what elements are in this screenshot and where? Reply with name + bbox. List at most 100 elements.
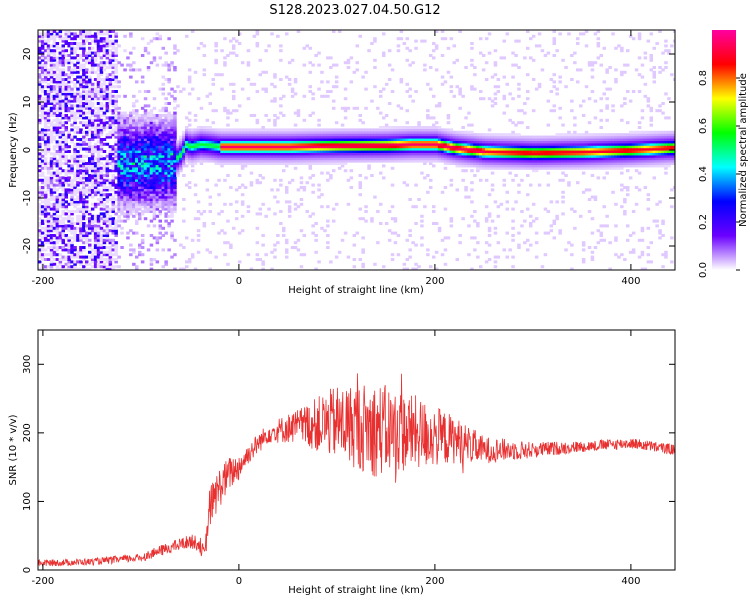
spectrogram-cell [61, 56, 65, 60]
spectrogram-cell [311, 97, 315, 101]
spectrogram-cell [76, 54, 80, 57]
spectrogram-cell [235, 188, 239, 192]
spectrogram-cell [61, 202, 65, 206]
spectrogram-cell [146, 154, 151, 158]
spectrogram-cell [346, 106, 351, 110]
spectrogram-cell [55, 248, 60, 252]
spectrogram-cell [52, 130, 57, 134]
spectrogram-cell [376, 145, 380, 149]
spectrogram-cell [323, 130, 327, 134]
spectrogram-cell [152, 145, 157, 149]
spectrogram-cell [267, 145, 271, 149]
spectrogram-cell [73, 63, 77, 67]
spectrogram-cell [299, 150, 304, 153]
spectrogram-cell [334, 135, 339, 139]
spectrogram-cell [367, 140, 371, 144]
spectrogram-cell [452, 61, 456, 65]
spectrogram-cell [105, 169, 110, 173]
spectrogram-cell [167, 222, 171, 225]
spectrogram-cell [102, 78, 107, 81]
spectrogram-cell [58, 111, 63, 115]
spectrogram-cell [187, 140, 192, 144]
spectrogram-cell [46, 200, 51, 204]
spectrogram-cell [152, 147, 157, 151]
spectrogram-cell [64, 37, 68, 41]
spectrogram-cell [314, 157, 318, 161]
spectrogram-cell [64, 30, 68, 33]
spectrogram-cell [49, 224, 54, 228]
spectrogram-cell [264, 70, 268, 74]
spectrogram-cell [182, 145, 186, 149]
spectrogram-cell [38, 255, 42, 259]
spectrogram-cell [332, 157, 336, 161]
spectrogram-cell [190, 162, 195, 165]
spectrogram-cell [414, 128, 418, 132]
spectrogram-cell [55, 231, 60, 235]
spectrogram-cell [152, 169, 157, 173]
spectrogram-cell [146, 195, 151, 199]
spectrogram-cell [190, 130, 195, 134]
spectrogram-cell [190, 255, 195, 259]
spectrogram-cell [167, 147, 171, 151]
spectrogram-cell [85, 234, 89, 237]
spectrogram-cell [343, 128, 348, 132]
spectrogram-cell [88, 70, 92, 74]
spectrogram-cell [155, 202, 160, 206]
spectrogram-cell [349, 133, 354, 137]
spectrogram-cell [229, 243, 233, 247]
spectrogram-cell [40, 200, 45, 204]
spectrogram-cell [67, 262, 71, 266]
spectrogram-cell [58, 114, 63, 117]
spectrogram-cell [73, 78, 77, 81]
spectrogram-cell [99, 178, 104, 182]
spectrogram-cell [93, 130, 98, 134]
spectrogram-cell [173, 152, 177, 156]
spectrogram-cell [240, 130, 245, 134]
spectrogram-cell [61, 193, 65, 197]
spectrogram-cell [129, 195, 133, 199]
spectrogram-cell [108, 34, 113, 38]
spectrogram-cell [443, 162, 448, 165]
spectrogram-cell [164, 130, 168, 134]
spectrogram-cell [64, 128, 68, 132]
spectrogram-cell [167, 193, 171, 197]
spectrogram-cell [46, 186, 51, 189]
spectrogram-cell [52, 226, 57, 230]
spectrogram-cell [208, 202, 212, 206]
spectrogram-cell [126, 190, 130, 194]
spectrogram-cell [167, 164, 171, 168]
spectrogram-cell [82, 169, 86, 173]
spectrogram-cell [167, 102, 171, 105]
spectrogram-cell [434, 157, 439, 161]
spectrogram-cell [79, 34, 83, 38]
spectrogram-cell [38, 157, 42, 161]
spectrogram-cell [320, 147, 324, 151]
spectrogram-cell [52, 66, 57, 69]
spectrogram-cell [187, 159, 192, 163]
spectrogram-cell [96, 102, 101, 105]
spectrogram-cell [140, 128, 145, 132]
spectrogram-cell [138, 181, 142, 185]
spectrogram-cell [158, 142, 162, 146]
spectrogram-cell [67, 171, 71, 175]
spectrogram-cell [38, 82, 42, 86]
spectrogram-cell [173, 200, 177, 204]
spectrogram-cell [452, 152, 456, 156]
spectrogram-cell [343, 87, 348, 91]
spectrogram-cell [414, 154, 418, 158]
spectrogram-cell [108, 80, 113, 84]
spectrogram-cell [373, 152, 377, 156]
spectrogram-cell [38, 61, 42, 65]
spectrogram-cell [296, 135, 301, 139]
spectrogram-cell [243, 138, 248, 141]
spectrogram-cell [126, 210, 130, 213]
spectrogram-cell [52, 195, 57, 199]
spectrogram-cell [261, 234, 265, 237]
spectrogram-cell [73, 253, 77, 257]
spectrogram-cell [76, 169, 80, 173]
spectrogram-cell [164, 162, 168, 165]
spectrogram-cell [143, 207, 148, 211]
spectrogram-cell [38, 34, 42, 38]
spectrogram-cell [237, 32, 242, 36]
spectrogram-cell [376, 140, 380, 144]
